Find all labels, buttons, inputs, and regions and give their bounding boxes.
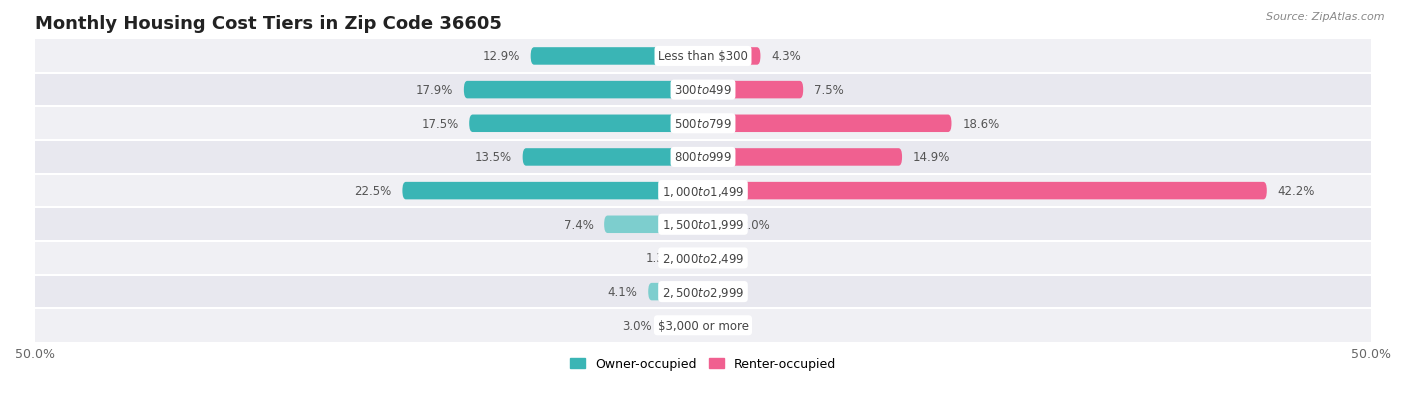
FancyBboxPatch shape	[605, 216, 703, 233]
FancyBboxPatch shape	[470, 115, 703, 133]
Text: 17.9%: 17.9%	[416, 84, 453, 97]
Text: $2,000 to $2,499: $2,000 to $2,499	[662, 252, 744, 265]
Text: 7.5%: 7.5%	[814, 84, 844, 97]
Text: 1.3%: 1.3%	[645, 252, 675, 265]
FancyBboxPatch shape	[523, 149, 703, 166]
Bar	[35, 74, 1371, 107]
Text: $3,000 or more: $3,000 or more	[658, 319, 748, 332]
FancyBboxPatch shape	[703, 48, 761, 66]
Bar	[35, 141, 1371, 174]
Bar	[35, 174, 1371, 208]
Text: Monthly Housing Cost Tiers in Zip Code 36605: Monthly Housing Cost Tiers in Zip Code 3…	[35, 15, 502, 33]
Legend: Owner-occupied, Renter-occupied: Owner-occupied, Renter-occupied	[565, 352, 841, 375]
FancyBboxPatch shape	[648, 283, 703, 301]
Text: 3.0%: 3.0%	[623, 319, 652, 332]
Text: $2,500 to $2,999: $2,500 to $2,999	[662, 285, 744, 299]
Bar	[35, 208, 1371, 242]
Text: 0.0%: 0.0%	[714, 285, 744, 298]
Text: 17.5%: 17.5%	[422, 117, 458, 131]
FancyBboxPatch shape	[703, 183, 1267, 200]
Text: 4.3%: 4.3%	[770, 50, 801, 63]
FancyBboxPatch shape	[464, 82, 703, 99]
Text: 13.5%: 13.5%	[475, 151, 512, 164]
Bar	[35, 40, 1371, 74]
FancyBboxPatch shape	[703, 82, 803, 99]
Bar	[35, 242, 1371, 275]
Bar	[35, 309, 1371, 342]
Text: 22.5%: 22.5%	[354, 185, 392, 198]
Text: 0.0%: 0.0%	[714, 252, 744, 265]
Text: $300 to $499: $300 to $499	[673, 84, 733, 97]
FancyBboxPatch shape	[686, 249, 703, 267]
Text: $1,000 to $1,499: $1,000 to $1,499	[662, 184, 744, 198]
Bar	[35, 275, 1371, 309]
Text: Source: ZipAtlas.com: Source: ZipAtlas.com	[1267, 12, 1385, 22]
Text: 14.9%: 14.9%	[912, 151, 950, 164]
FancyBboxPatch shape	[703, 115, 952, 133]
FancyBboxPatch shape	[530, 48, 703, 66]
Text: 2.0%: 2.0%	[741, 218, 770, 231]
Text: $500 to $799: $500 to $799	[673, 117, 733, 131]
Text: 12.9%: 12.9%	[482, 50, 520, 63]
FancyBboxPatch shape	[703, 149, 903, 166]
Text: 42.2%: 42.2%	[1278, 185, 1315, 198]
Bar	[35, 107, 1371, 141]
Text: $1,500 to $1,999: $1,500 to $1,999	[662, 218, 744, 232]
Text: $800 to $999: $800 to $999	[673, 151, 733, 164]
Text: 7.4%: 7.4%	[564, 218, 593, 231]
Text: Less than $300: Less than $300	[658, 50, 748, 63]
Text: 0.0%: 0.0%	[714, 319, 744, 332]
FancyBboxPatch shape	[703, 216, 730, 233]
Text: 4.1%: 4.1%	[607, 285, 637, 298]
Text: 18.6%: 18.6%	[962, 117, 1000, 131]
FancyBboxPatch shape	[662, 317, 703, 334]
FancyBboxPatch shape	[402, 183, 703, 200]
